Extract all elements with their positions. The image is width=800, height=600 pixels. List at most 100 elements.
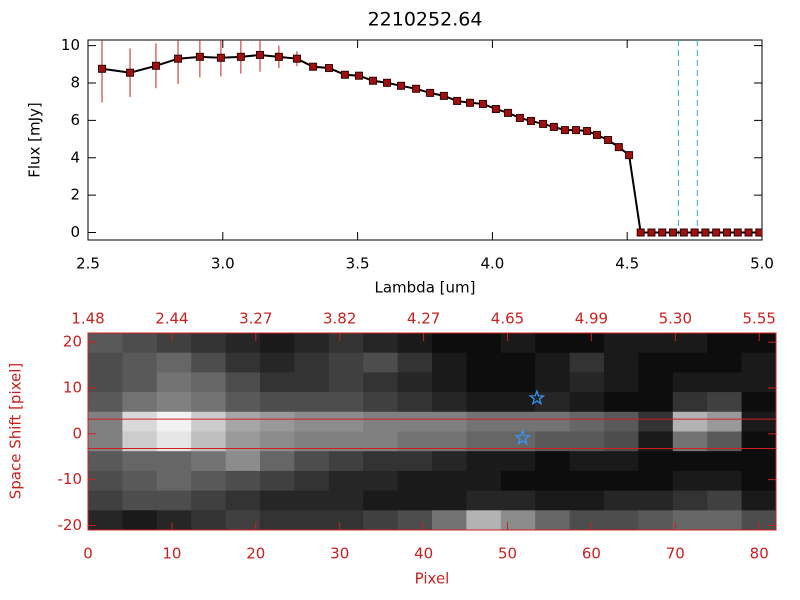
plot-frame	[87, 332, 777, 531]
image-pixel	[466, 392, 502, 413]
x-tick-label: 80	[750, 545, 769, 563]
image-pixel	[225, 333, 261, 354]
data-marker	[504, 108, 513, 117]
image-pixel	[432, 470, 467, 492]
data-marker	[539, 119, 548, 128]
image-pixel	[432, 431, 467, 452]
image-pixel	[122, 411, 158, 432]
image-pixel	[707, 470, 743, 492]
image-pixel	[328, 470, 364, 492]
data-marker	[151, 61, 160, 70]
data-marker	[195, 52, 204, 61]
image-pixel	[535, 510, 571, 530]
data-marker	[755, 228, 762, 237]
x-tick-label: 20	[246, 545, 265, 563]
image-pixel	[294, 510, 330, 530]
image-pixel	[432, 411, 467, 432]
image-pixel	[122, 490, 158, 511]
data-marker	[712, 228, 721, 237]
image-pixel	[500, 431, 536, 452]
image-pixel	[294, 333, 330, 354]
image-pixel	[466, 411, 502, 432]
image-pixel	[260, 470, 295, 492]
x-axis-label: Lambda [um]	[375, 279, 476, 297]
image-pixel	[432, 352, 467, 373]
image-pixel	[638, 333, 674, 354]
image-pixel	[363, 510, 399, 530]
image-pixel	[535, 333, 571, 354]
x2-tick-label: 3.27	[239, 310, 272, 328]
image-pixel	[638, 352, 674, 373]
image-pixel	[294, 470, 330, 492]
x-tick-label: 60	[582, 545, 601, 563]
image-pixel	[328, 352, 364, 373]
data-marker	[571, 126, 580, 135]
y-tick-label: -20	[58, 516, 83, 534]
data-marker	[722, 228, 731, 237]
data-marker	[614, 143, 623, 152]
y-tick-label: 2	[70, 186, 80, 204]
image-pixel	[191, 392, 227, 413]
image-pixel	[432, 451, 467, 472]
data-marker	[439, 91, 448, 100]
image-pixel	[535, 392, 571, 413]
image-pixel	[672, 431, 708, 452]
image-pixel	[569, 510, 605, 530]
image-pixel	[604, 451, 639, 472]
data-marker	[625, 151, 634, 160]
image-pixel	[741, 372, 776, 393]
image-pixel	[500, 392, 536, 413]
image-pixel	[672, 333, 708, 354]
image-pixel	[294, 392, 330, 413]
image-pixel	[397, 352, 433, 373]
image-pixel	[156, 451, 192, 472]
image-pixel	[328, 490, 364, 511]
image-pixel	[535, 411, 571, 432]
image-pixel	[328, 392, 364, 413]
image-pixel	[466, 431, 502, 452]
image-pixel	[294, 451, 330, 472]
x-tick-label: 40	[414, 545, 433, 563]
image-pixel	[569, 392, 605, 413]
image-pixel	[156, 333, 192, 354]
image-pixel	[707, 431, 743, 452]
image-pixel	[122, 510, 158, 530]
image-pixel	[707, 411, 743, 432]
x2-tick-label: 3.82	[323, 310, 356, 328]
data-marker	[733, 228, 742, 237]
image-pixel	[156, 490, 192, 511]
image-pixel	[707, 451, 743, 472]
image-pixel	[569, 411, 605, 432]
image-pixel	[397, 431, 433, 452]
image-pixel	[672, 392, 708, 413]
data-marker	[466, 98, 475, 107]
x2-tick-label: 5.55	[743, 310, 776, 328]
data-marker	[453, 96, 462, 105]
image-area	[88, 333, 776, 530]
image-pixel	[88, 470, 123, 492]
y-tick-label: 4	[70, 148, 80, 166]
x2-tick-label: 4.65	[491, 310, 524, 328]
data-marker	[636, 228, 645, 237]
image-pixel	[225, 451, 261, 472]
image-pixel	[122, 352, 158, 373]
image-pixel	[88, 411, 123, 432]
image-pixel	[225, 431, 261, 452]
image-pixel	[156, 411, 192, 432]
image-pixel	[88, 490, 123, 511]
image-pixel	[260, 431, 295, 452]
image-pixel	[741, 510, 776, 530]
data-marker	[744, 228, 753, 237]
image-pixel	[363, 470, 399, 492]
image-pixel	[122, 333, 158, 354]
image-pixel	[569, 431, 605, 452]
data-marker	[679, 228, 688, 237]
image-pixel	[363, 333, 399, 354]
image-pixel	[535, 372, 571, 393]
data-marker	[701, 228, 710, 237]
x-tick-label: 3.0	[211, 255, 235, 273]
image-pixel	[191, 411, 227, 432]
image-pixel	[363, 392, 399, 413]
